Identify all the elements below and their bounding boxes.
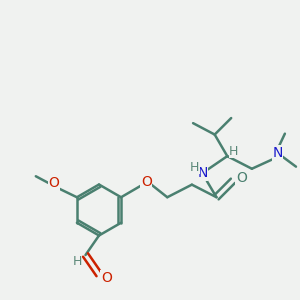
- Text: H: H: [72, 255, 82, 268]
- Text: O: O: [141, 175, 152, 189]
- Text: O: O: [48, 176, 59, 190]
- Text: O: O: [236, 171, 247, 185]
- Text: N: N: [272, 146, 283, 160]
- Text: H: H: [229, 145, 239, 158]
- Text: O: O: [101, 271, 112, 284]
- Text: H: H: [190, 161, 199, 174]
- Text: N: N: [197, 166, 208, 180]
